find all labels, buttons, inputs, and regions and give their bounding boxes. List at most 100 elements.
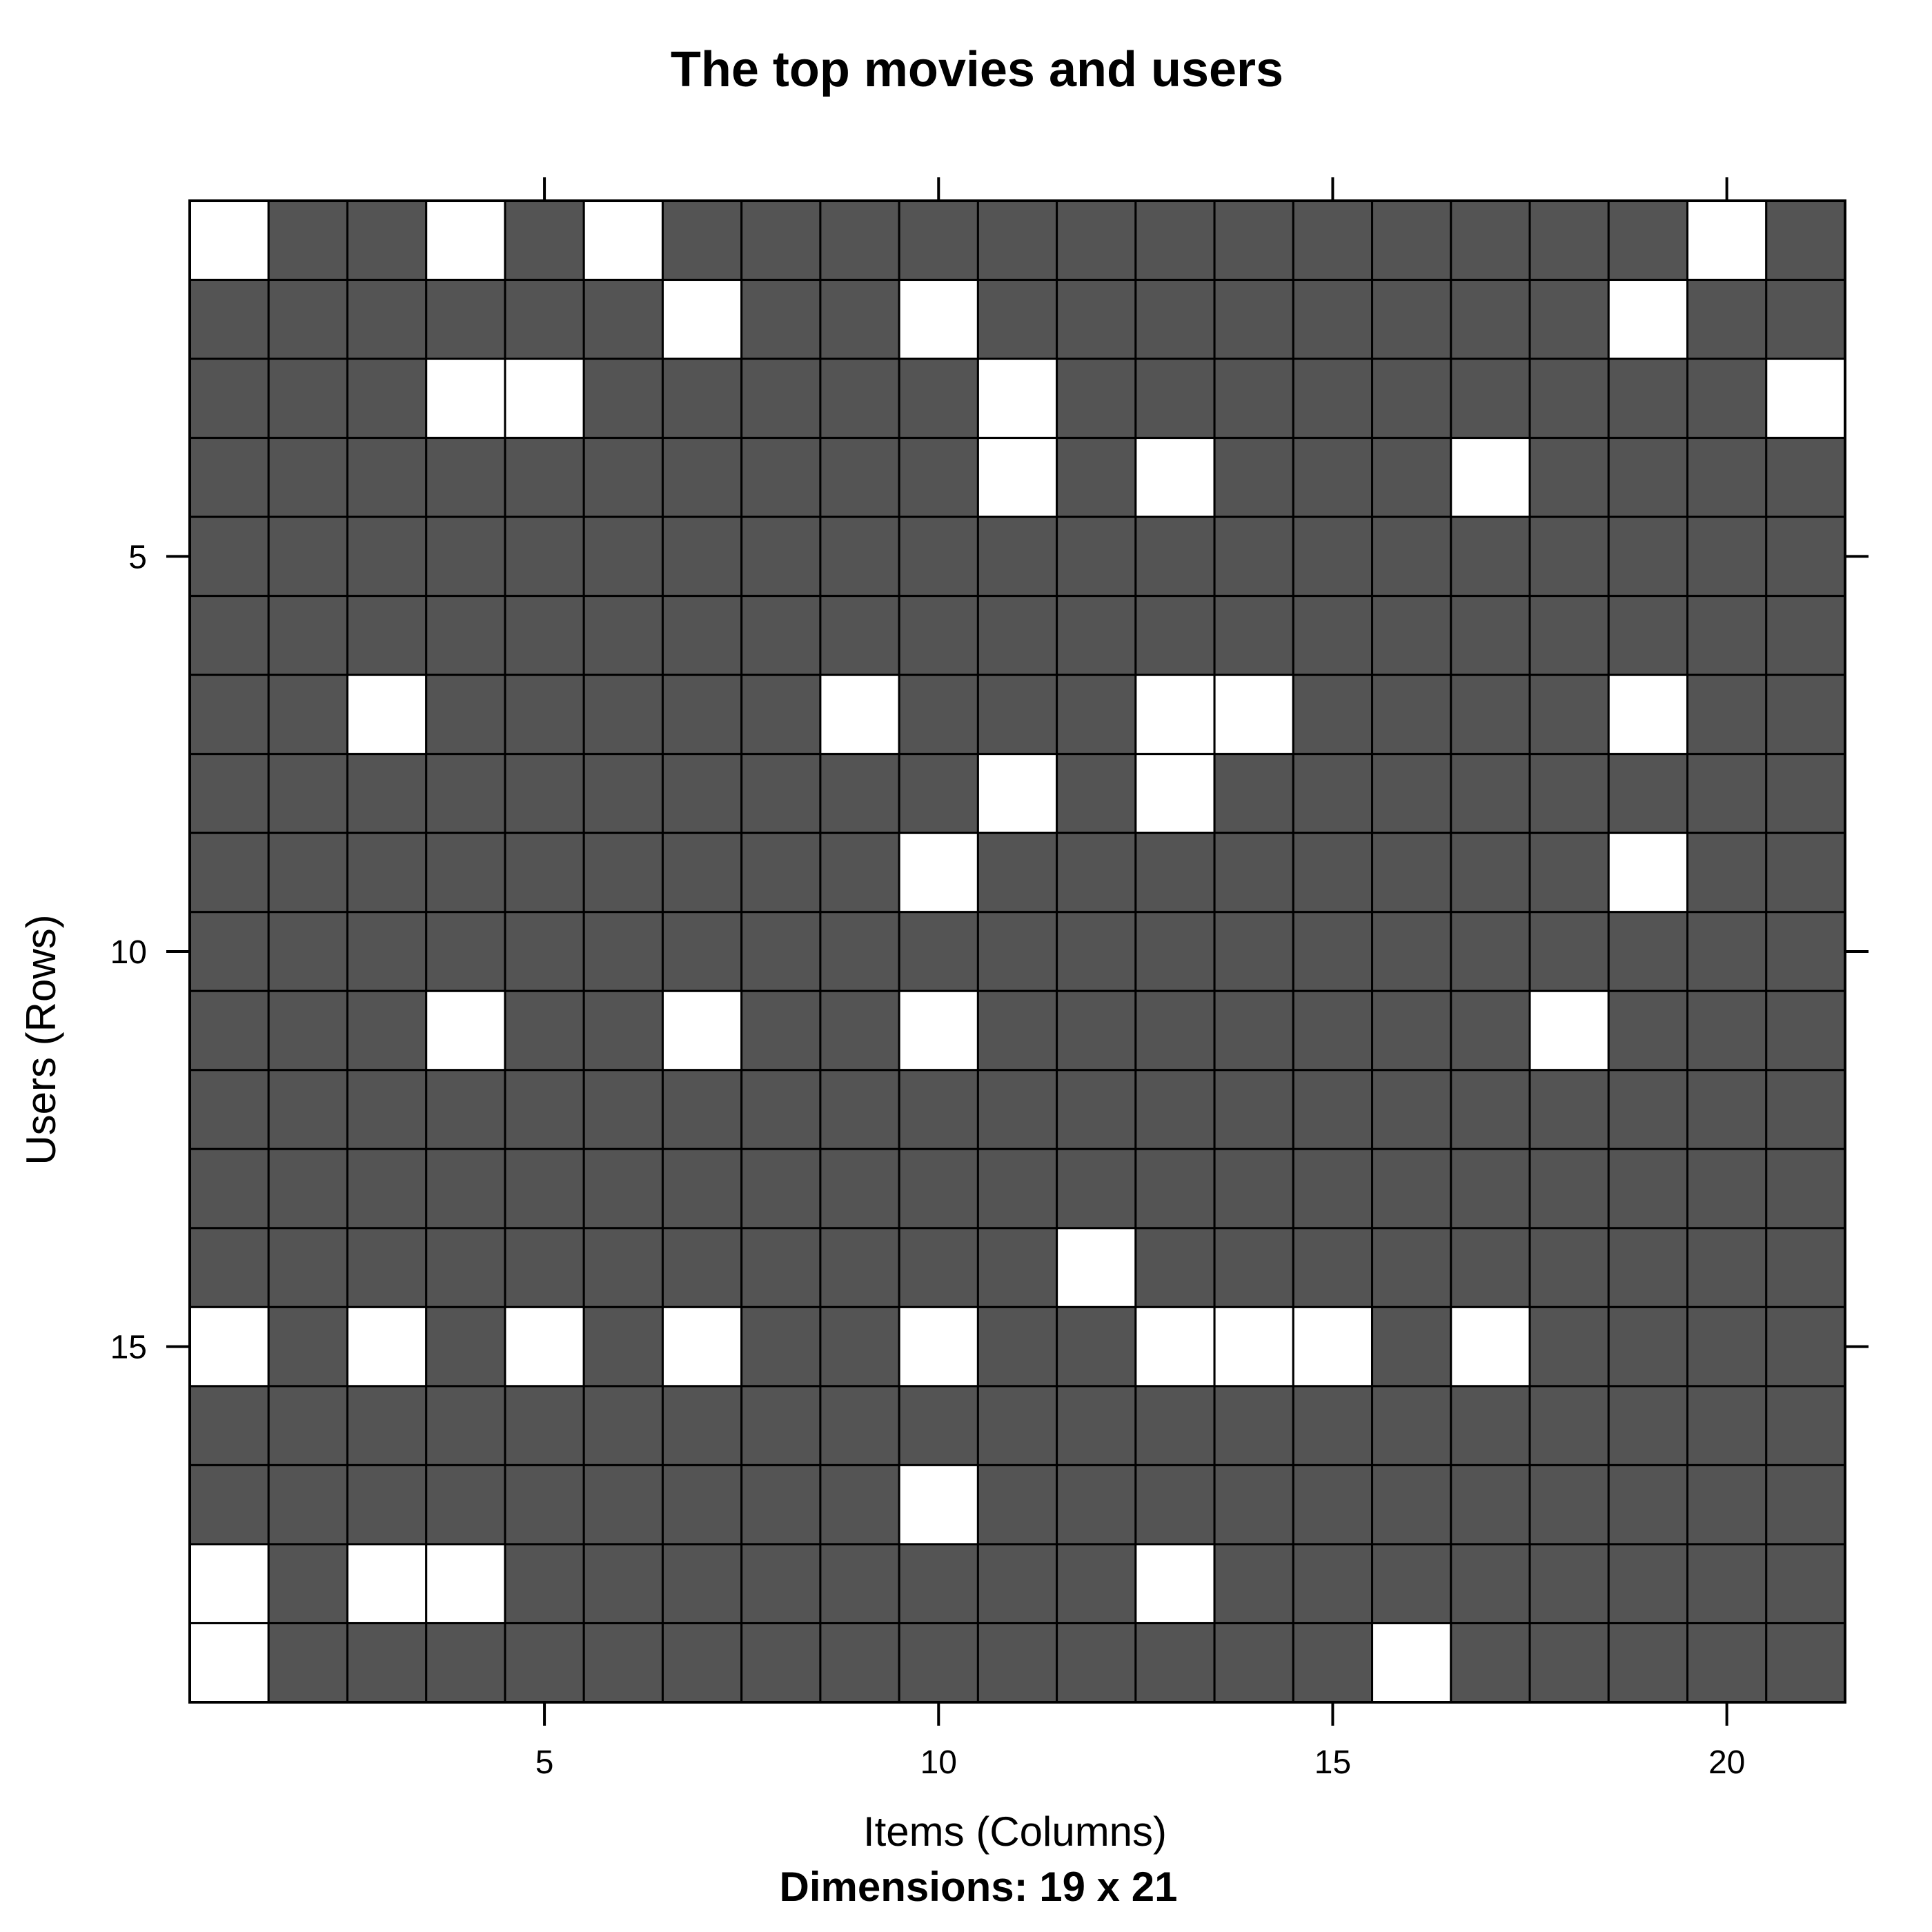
heatmap-cell	[1134, 1305, 1216, 1388]
heatmap-cell	[1292, 1385, 1374, 1466]
heatmap-cell	[346, 595, 428, 676]
heatmap-cell	[346, 1227, 428, 1308]
heatmap-cell	[976, 1463, 1058, 1546]
heatmap-cell	[346, 911, 428, 992]
heatmap-cell	[267, 1385, 348, 1466]
heatmap-cell	[819, 437, 900, 518]
heatmap-cell	[1607, 911, 1689, 992]
heatmap-cell	[1607, 515, 1689, 598]
heatmap-cell	[898, 437, 979, 518]
heatmap-cell	[1371, 1227, 1452, 1308]
heatmap-cell	[582, 1385, 664, 1466]
heatmap-cell	[819, 515, 900, 598]
heatmap-cell	[188, 1305, 270, 1388]
heatmap-cell	[425, 911, 506, 992]
heatmap-cell	[346, 673, 428, 756]
heatmap-cell	[1686, 357, 1768, 440]
heatmap-cell	[661, 673, 743, 756]
heatmap-cell	[582, 595, 664, 676]
heatmap-cell	[1134, 989, 1216, 1072]
heatmap-cell	[1450, 515, 1531, 598]
heatmap-cell	[188, 831, 270, 914]
heatmap-cell	[504, 357, 585, 440]
heatmap-cell	[976, 199, 1058, 282]
heatmap-cell	[1450, 1227, 1531, 1308]
heatmap-cell	[819, 1069, 900, 1150]
heatmap-cell	[1765, 199, 1846, 282]
heatmap-cell	[1213, 279, 1294, 360]
heatmap-cell	[188, 1069, 270, 1150]
heatmap-cell	[740, 357, 822, 440]
x-axis-label: Items (Columns)	[863, 1808, 1167, 1855]
heatmap-cell	[1765, 515, 1846, 598]
heatmap-cell	[976, 595, 1058, 676]
heatmap-cell	[1528, 753, 1610, 834]
heatmap-cell	[740, 1227, 822, 1308]
heatmap-cell	[1371, 437, 1452, 518]
heatmap-cell	[1765, 1621, 1846, 1704]
heatmap-cell	[582, 1543, 664, 1624]
heatmap-cell	[976, 911, 1058, 992]
heatmap-cell	[582, 199, 664, 282]
heatmap-cell	[1765, 989, 1846, 1072]
heatmap-cell	[1686, 753, 1768, 834]
heatmap-cell	[1607, 595, 1689, 676]
heatmap-cell	[504, 437, 585, 518]
heatmap-cell	[740, 831, 822, 914]
heatmap-cell	[1607, 1385, 1689, 1466]
heatmap-cell	[188, 753, 270, 834]
heatmap-cell	[898, 1227, 979, 1308]
heatmap-cell	[1134, 595, 1216, 676]
heatmap-cell	[740, 1621, 822, 1704]
heatmap-cell	[1213, 1069, 1294, 1150]
heatmap-cell	[1056, 357, 1137, 440]
heatmap-cell	[267, 357, 348, 440]
heatmap-cell	[976, 989, 1058, 1072]
heatmap-cell	[1765, 437, 1846, 518]
heatmap-cell	[1450, 595, 1531, 676]
heatmap-cell	[1213, 831, 1294, 914]
heatmap-cell	[661, 1385, 743, 1466]
heatmap-cell	[1213, 437, 1294, 518]
heatmap-cell	[1607, 1147, 1689, 1230]
heatmap-cell	[1765, 673, 1846, 756]
heatmap-cell	[346, 989, 428, 1072]
heatmap-cell	[1686, 1543, 1768, 1624]
heatmap-cell	[661, 1543, 743, 1624]
heatmap-cell	[1528, 1147, 1610, 1230]
heatmap-cell	[267, 989, 348, 1072]
heatmap-cell	[1528, 199, 1610, 282]
heatmap-cell	[740, 1385, 822, 1466]
heatmap-cell	[1292, 1621, 1374, 1704]
heatmap-cell	[1371, 199, 1452, 282]
heatmap-cell	[425, 279, 506, 360]
heatmap-cell	[1292, 357, 1374, 440]
heatmap-cell	[1686, 437, 1768, 518]
heatmap-cell	[976, 1543, 1058, 1624]
heatmap-cell	[1528, 1385, 1610, 1466]
heatmap-cell	[1056, 199, 1137, 282]
heatmap-cell	[1450, 1069, 1531, 1150]
x-tick-label: 10	[920, 1744, 957, 1781]
heatmap-cell	[1292, 753, 1374, 834]
heatmap-cell	[1765, 1147, 1846, 1230]
heatmap-cell	[1371, 357, 1452, 440]
heatmap-cell	[267, 1305, 348, 1388]
heatmap-cell	[188, 357, 270, 440]
heatmap-cell	[1686, 1463, 1768, 1546]
heatmap-cell	[1607, 753, 1689, 834]
heatmap-cell	[504, 1463, 585, 1546]
heatmap-cell	[188, 911, 270, 992]
heatmap-cell	[1292, 1147, 1374, 1230]
heatmap-cell	[1371, 831, 1452, 914]
heatmap-cell	[740, 673, 822, 756]
heatmap-cell	[582, 437, 664, 518]
heatmap-cell	[582, 1305, 664, 1388]
heatmap-cell	[188, 673, 270, 756]
heatmap-cell	[1686, 1621, 1768, 1704]
heatmap-cell	[1056, 515, 1137, 598]
heatmap-cell	[976, 1385, 1058, 1466]
heatmap-cell	[1213, 989, 1294, 1072]
heatmap-cell	[898, 753, 979, 834]
heatmap-cell	[267, 1147, 348, 1230]
